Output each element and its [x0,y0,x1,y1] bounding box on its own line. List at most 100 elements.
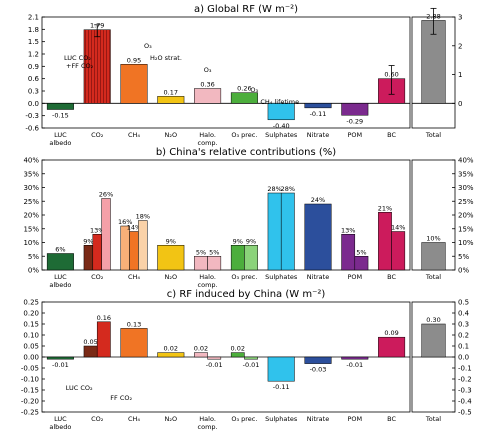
bar-b-5 [244,245,258,271]
y2-tick-label: 1 [458,71,462,79]
panel-a-frame [41,16,411,129]
data-label: -0.01 [206,361,223,369]
y-tick-label: 1.8 [28,26,39,34]
y2-tick-label: 2 [458,42,462,50]
bar-b-0 [46,253,74,271]
bar-c-5 [244,356,258,360]
y2-tick-label: 40% [458,157,474,165]
x-tick-label: Halo. [199,415,216,423]
y2-tick-label: -0.4 [458,398,472,406]
data-label: -0.11 [273,383,290,391]
bar-b-3 [157,245,185,271]
y-tick-label: -0.20 [21,398,39,406]
y-tick-label: 0.05 [23,343,39,351]
y-tick-label: -0.3 [25,112,39,120]
y-tick-label: 1.2 [28,51,39,59]
bar-c-6 [267,356,295,382]
bar-b-7 [304,203,332,271]
data-label: 26% [99,191,113,199]
bar-b-2 [129,231,139,271]
data-label: 0.36 [200,81,214,89]
x-tick-label: Nitrate [307,415,329,423]
data-label: 16% [118,218,132,226]
bar-b-1 [83,245,94,271]
y2-tick-label: 25% [458,198,474,206]
x-tick-label: Sulphates [265,131,298,139]
x-tick-label: CH₄ [128,273,140,281]
y-tick-label: -0.15 [21,387,39,395]
y2-tick-label: 35% [458,170,474,178]
bar-c-7 [304,356,332,364]
panel-b-title: b) China's relative contributions (%) [156,147,336,158]
data-label: 10% [426,235,440,243]
y-tick-label: -0.10 [21,376,39,384]
x-tick-label: LUC [54,131,67,139]
annotation-text: LUC CO₂ [64,54,91,62]
data-label: 0.16 [97,314,111,322]
y-tick-label: 0.9 [28,63,39,71]
y2-tick-label: 0.3 [458,321,469,329]
data-label: 5% [209,248,219,256]
y-tick-label: -0.6 [25,125,39,133]
panel-a-title: a) Global RF (W m⁻²) [194,4,298,15]
data-label: -0.01 [346,361,363,369]
y-tick-label: 35% [23,170,39,178]
y2-tick-label: -0.2 [458,376,472,384]
bar-a-0 [46,103,74,110]
bar-b-6 [267,192,282,271]
y2-tick-label: 5% [458,253,469,261]
y2-tick-label: 20% [458,212,474,220]
bar-a-8 [341,103,369,116]
y-tick-label: 25% [23,198,39,206]
y2-tick-label: 0.0 [458,354,469,362]
annotation-text: FF CO₂ [110,394,132,402]
y2-tick-label: 10% [458,239,474,247]
y2-tick-label: 30% [458,184,474,192]
bar-a-5 [230,92,258,104]
y-tick-label: 15% [23,225,39,233]
bar-c-10 [421,323,446,358]
data-label: -0.15 [52,112,69,120]
y-tick-label: 5% [28,253,39,261]
bar-b-8 [354,256,369,271]
x-tick-label: CO₂ [91,273,104,281]
panel-c-title: c) RF induced by China (W m⁻²) [167,289,326,300]
bar-a-6 [267,103,295,121]
data-label: 9% [233,237,243,245]
bar-c-3 [157,352,185,358]
y-tick-label: 40% [23,157,39,165]
y-tick-label: 10% [23,239,39,247]
x-tick-label: N₂O [165,273,178,281]
bar-c-8 [341,356,369,360]
bar-b-2 [120,225,130,271]
data-label: -0.03 [310,366,327,374]
data-label: 0.02 [231,345,245,353]
annotation-text: H₂O strat. [150,54,182,62]
annotation-text: LUC CO₂ [66,384,93,392]
bar-a-2 [120,64,148,104]
x-tick-label: comp. [198,423,218,431]
y2-tick-label: 0.2 [458,332,469,340]
y2-tick-label: -0.1 [458,365,472,373]
x-tick-label: POM [347,273,362,281]
y-tick-label: 30% [23,184,39,192]
y-tick-label: 1.5 [28,38,39,46]
y-tick-label: 0.00 [23,354,39,362]
y-tick-label: 0.20 [23,310,39,318]
bar-b-9 [391,231,406,271]
annotation-text: +FF CO₂ [66,62,94,70]
y2-tick-label: 15% [458,225,474,233]
x-tick-label: Halo. [199,131,216,139]
bar-c-4 [207,356,222,360]
bar-b-4 [207,256,222,271]
x-tick-label: albedo [49,281,71,289]
bar-b-1 [101,198,111,271]
data-label: 28% [267,185,281,193]
y-tick-label: 0.25 [23,299,39,307]
x-tick-label: CH₄ [128,415,140,423]
bar-b-5 [230,245,245,271]
x-tick-label: Total [425,415,441,423]
bar-a-1 [83,29,111,104]
x-tick-label: comp. [198,139,218,147]
